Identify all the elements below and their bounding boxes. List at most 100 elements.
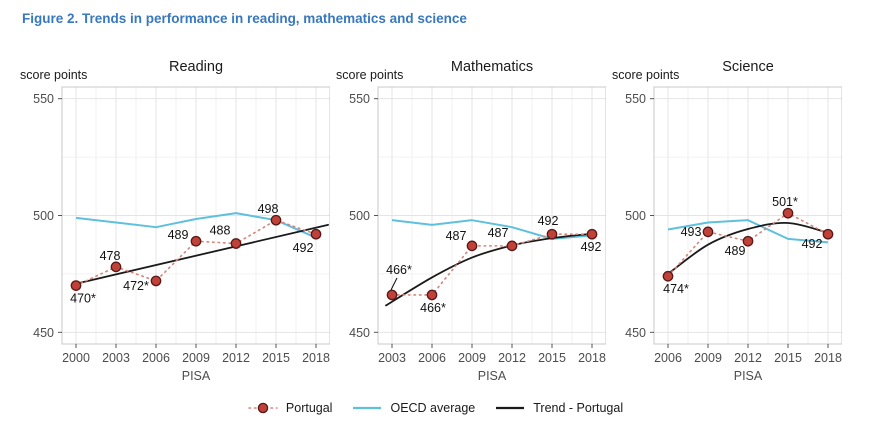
point-label: 489 (725, 244, 746, 258)
svg-text:2009: 2009 (458, 351, 486, 365)
svg-text:2018: 2018 (814, 351, 842, 365)
portugal-point (270, 214, 282, 226)
panel-title: Reading (168, 59, 224, 75)
point-label: 488 (210, 224, 231, 238)
point-label: 487 (446, 229, 467, 243)
svg-text:550: 550 (625, 92, 646, 106)
portugal-point (150, 275, 162, 287)
point-label: 466* (386, 263, 412, 277)
point-label: 474* (663, 282, 689, 296)
svg-text:2003: 2003 (378, 351, 406, 365)
portugal-point (742, 235, 754, 247)
legend-label-portugal: Portugal (285, 401, 333, 415)
legend-item-portugal: Portugal (248, 401, 333, 415)
point-label: 492 (581, 240, 602, 254)
svg-text:2015: 2015 (774, 351, 802, 365)
chart-panel-reading: score points Reading 450 500 550 2000 2003 20… (14, 57, 331, 388)
svg-text:2009: 2009 (694, 351, 722, 365)
svg-text:2006: 2006 (418, 351, 446, 365)
point-labels: 470* 478 472* 489 488 498 492 (70, 202, 313, 305)
portugal-point (110, 261, 122, 273)
y-axis: 450 500 550 (349, 92, 378, 340)
point-labels: 466* 466* 487 487 492 492 (386, 214, 601, 315)
portugal-point (662, 270, 674, 282)
svg-text:2012: 2012 (498, 351, 526, 365)
portugal-point (386, 289, 398, 301)
portugal-points (662, 207, 834, 282)
svg-text:2012: 2012 (734, 351, 762, 365)
svg-text:550: 550 (349, 92, 370, 106)
portugal-point (466, 240, 478, 252)
label-leader-line (390, 277, 398, 291)
chart-panel-science: score points Science 450 500 550 2006 2009 20… (606, 57, 843, 388)
point-label: 478 (100, 249, 121, 263)
svg-text:2006: 2006 (654, 351, 682, 365)
oecd-average-line (391, 219, 593, 240)
figure-title: Figure 2. Trends in performance in readi… (22, 11, 467, 26)
point-label: 470* (70, 292, 96, 306)
svg-text:500: 500 (33, 209, 54, 223)
svg-text:2015: 2015 (262, 351, 290, 365)
panel-head: score points Mathematics (330, 57, 606, 83)
svg-text:2012: 2012 (222, 351, 250, 365)
portugal-point (702, 226, 714, 238)
trend-line-symbol (496, 406, 525, 410)
portugal-points (70, 214, 322, 291)
trend-line (667, 222, 829, 275)
x-axis: 2006 2009 2012 2015 2018 PISA (654, 344, 842, 383)
svg-text:500: 500 (349, 209, 370, 223)
y-axis: 450 500 550 (625, 92, 654, 340)
svg-text:450: 450 (33, 326, 54, 340)
chart-panel-mathematics: score points Mathematics 450 500 550 2003 20… (330, 57, 607, 388)
legend-item-oecd: OECD average (352, 401, 475, 415)
portugal-point (230, 238, 242, 249)
point-label: 501* (772, 195, 798, 209)
oecd-average-line (667, 219, 829, 244)
portugal-point (546, 228, 558, 240)
portugal-point (782, 207, 794, 219)
gridlines (378, 87, 606, 344)
chart-svg-science: 450 500 550 2006 2009 2012 2015 2018 PISA 474* 493… (625, 86, 843, 383)
svg-text:2009: 2009 (182, 351, 210, 365)
svg-text:2018: 2018 (578, 351, 606, 365)
charts-row: score points Reading 450 500 550 2000 2003 20… (0, 57, 871, 388)
point-label: 498 (258, 202, 279, 216)
oecd-line-symbol (353, 406, 382, 410)
legend-label-oecd: OECD average (390, 401, 476, 415)
svg-text:450: 450 (625, 326, 646, 340)
svg-text:2006: 2006 (142, 351, 170, 365)
trend-line (75, 223, 329, 285)
x-axis: 2000 2003 2006 2009 2012 2015 2018 PISA (62, 344, 330, 383)
x-axis: 2003 2006 2009 2012 2015 2018 PISA (378, 344, 606, 383)
point-label: 466* (420, 301, 446, 315)
legend-item-trend: Trend - Portugal (495, 401, 623, 415)
panel-title: Mathematics (450, 59, 534, 75)
portugal-point (70, 280, 82, 291)
y-axis-unit-label: score points (336, 68, 404, 82)
svg-text:2015: 2015 (538, 351, 566, 365)
svg-text:2018: 2018 (302, 351, 330, 365)
chart-svg-reading: 450 500 550 2000 2003 2006 2009 2012 2015 2018 PIS… (33, 86, 331, 383)
panel-head: score points Reading (14, 57, 330, 83)
x-axis-title: PISA (734, 369, 763, 383)
portugal-point (822, 228, 834, 240)
legend-label-trend: Trend - Portugal (533, 401, 624, 415)
portugal-dotted-line (391, 233, 593, 296)
point-label: 489 (168, 228, 189, 242)
trend-line (385, 232, 593, 307)
panel-title: Science (722, 59, 774, 75)
point-label: 492 (293, 241, 314, 255)
x-axis-title: PISA (182, 369, 211, 383)
portugal-point (506, 240, 518, 252)
svg-text:2000: 2000 (62, 351, 90, 365)
gridlines (62, 87, 330, 344)
portugal-point (310, 228, 322, 240)
svg-text:550: 550 (33, 92, 54, 106)
y-axis-unit-label: score points (20, 68, 88, 82)
svg-text:2003: 2003 (102, 351, 130, 365)
point-label: 487 (488, 226, 509, 240)
gridlines (654, 87, 842, 344)
point-label: 492 (538, 214, 559, 228)
legend: Portugal OECD average Trend - Portugal (0, 401, 871, 415)
point-label: 492 (802, 237, 823, 251)
